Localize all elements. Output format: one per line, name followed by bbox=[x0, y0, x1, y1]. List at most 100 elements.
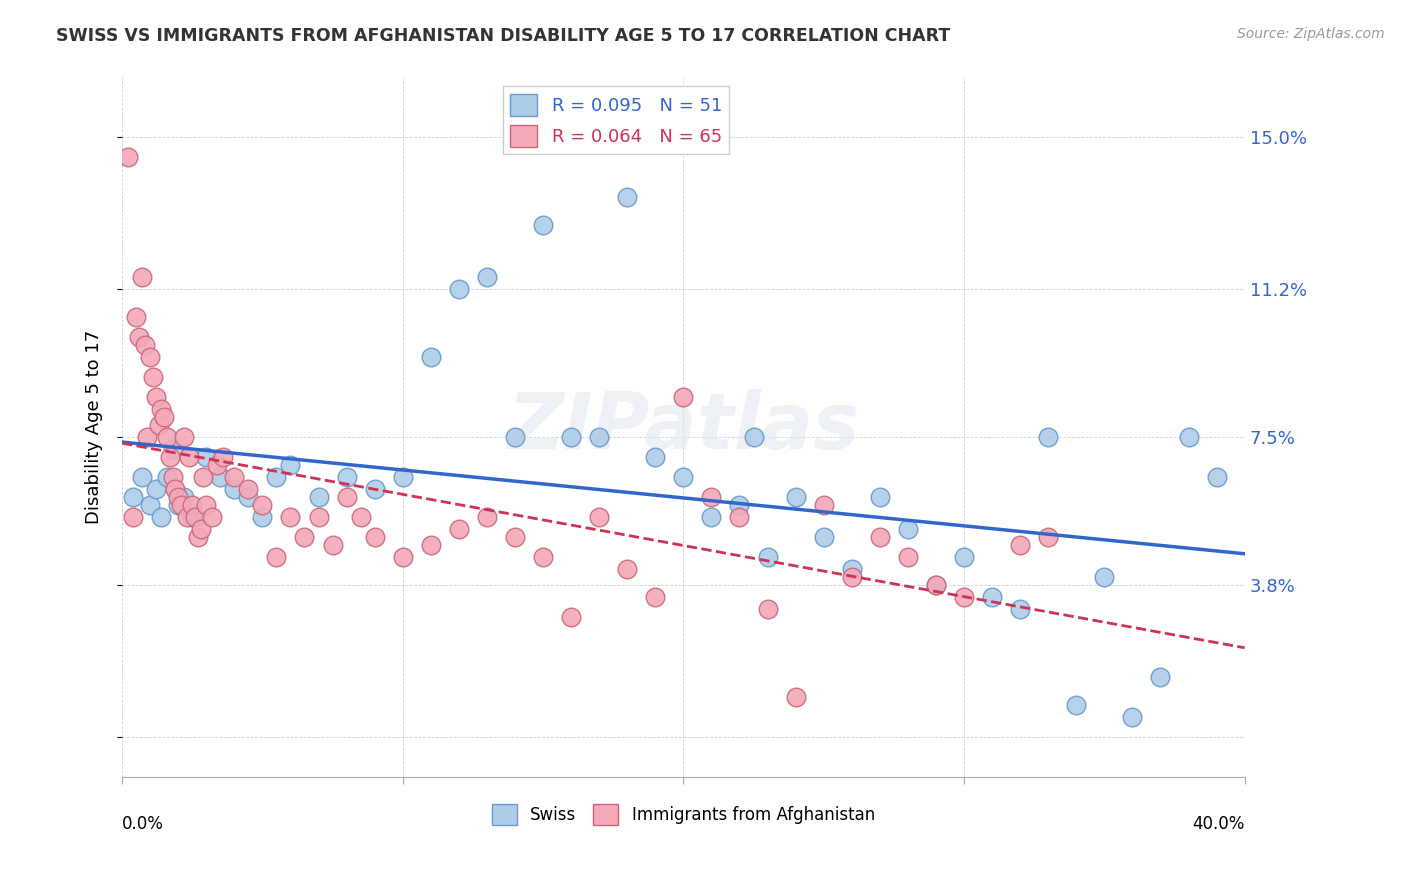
Point bbox=[1205, 470, 1227, 484]
Point bbox=[335, 490, 357, 504]
Point bbox=[419, 350, 441, 364]
Point bbox=[363, 530, 385, 544]
Point bbox=[139, 498, 162, 512]
Point bbox=[756, 549, 779, 564]
Point bbox=[167, 490, 190, 504]
Point bbox=[207, 458, 229, 472]
Point bbox=[447, 522, 470, 536]
Point bbox=[1064, 698, 1087, 712]
Point bbox=[156, 470, 179, 484]
Point bbox=[308, 490, 330, 504]
Y-axis label: Disability Age 5 to 17: Disability Age 5 to 17 bbox=[86, 330, 103, 524]
Point bbox=[503, 530, 526, 544]
Point bbox=[176, 510, 198, 524]
Point bbox=[150, 402, 173, 417]
Point bbox=[728, 510, 751, 524]
Point bbox=[475, 270, 498, 285]
Point bbox=[1010, 602, 1032, 616]
Point bbox=[644, 590, 666, 604]
Point bbox=[531, 219, 554, 233]
Point bbox=[266, 470, 288, 484]
Point bbox=[159, 450, 181, 464]
Point bbox=[150, 510, 173, 524]
Point bbox=[195, 450, 218, 464]
Point bbox=[162, 470, 184, 484]
Point bbox=[1177, 430, 1199, 444]
Point bbox=[981, 590, 1004, 604]
Point bbox=[153, 410, 176, 425]
Point bbox=[742, 430, 765, 444]
Point bbox=[252, 510, 274, 524]
Point bbox=[209, 470, 232, 484]
Point bbox=[869, 490, 891, 504]
Point bbox=[322, 538, 344, 552]
Point bbox=[1010, 538, 1032, 552]
Point bbox=[953, 549, 976, 564]
Text: 40.0%: 40.0% bbox=[1192, 815, 1244, 833]
Point bbox=[925, 578, 948, 592]
Point bbox=[616, 190, 638, 204]
Point bbox=[142, 370, 165, 384]
Point bbox=[173, 430, 195, 444]
Point bbox=[139, 350, 162, 364]
Point bbox=[1038, 530, 1060, 544]
Point bbox=[170, 498, 193, 512]
Point bbox=[841, 570, 863, 584]
Point bbox=[280, 510, 302, 524]
Point bbox=[224, 470, 246, 484]
Point bbox=[224, 482, 246, 496]
Point bbox=[953, 590, 976, 604]
Point bbox=[122, 510, 145, 524]
Point bbox=[179, 450, 201, 464]
Point bbox=[212, 450, 235, 464]
Point bbox=[475, 510, 498, 524]
Point bbox=[335, 470, 357, 484]
Point bbox=[560, 609, 582, 624]
Point bbox=[165, 482, 187, 496]
Point bbox=[238, 482, 260, 496]
Point bbox=[122, 490, 145, 504]
Point bbox=[672, 470, 695, 484]
Point bbox=[181, 498, 204, 512]
Point bbox=[190, 522, 212, 536]
Point bbox=[308, 510, 330, 524]
Point bbox=[117, 150, 139, 164]
Point bbox=[173, 490, 195, 504]
Point bbox=[447, 282, 470, 296]
Point bbox=[184, 510, 207, 524]
Point bbox=[925, 578, 948, 592]
Point bbox=[785, 690, 807, 704]
Point bbox=[145, 482, 167, 496]
Point bbox=[419, 538, 441, 552]
Point bbox=[700, 510, 723, 524]
Point bbox=[644, 450, 666, 464]
Point bbox=[181, 510, 204, 524]
Point bbox=[897, 549, 920, 564]
Point bbox=[280, 458, 302, 472]
Point bbox=[672, 390, 695, 404]
Point bbox=[187, 530, 209, 544]
Point bbox=[897, 522, 920, 536]
Point bbox=[560, 430, 582, 444]
Point bbox=[201, 510, 224, 524]
Point bbox=[131, 270, 153, 285]
Point bbox=[1092, 570, 1115, 584]
Point bbox=[162, 442, 184, 456]
Point bbox=[363, 482, 385, 496]
Legend: Swiss, Immigrants from Afghanistan: Swiss, Immigrants from Afghanistan bbox=[485, 797, 882, 831]
Text: ZIPatlas: ZIPatlas bbox=[508, 389, 859, 465]
Point bbox=[391, 470, 413, 484]
Point bbox=[134, 338, 156, 352]
Point bbox=[785, 490, 807, 504]
Text: Source: ZipAtlas.com: Source: ZipAtlas.com bbox=[1237, 27, 1385, 41]
Point bbox=[869, 530, 891, 544]
Point bbox=[131, 470, 153, 484]
Point bbox=[391, 549, 413, 564]
Point bbox=[813, 498, 835, 512]
Point bbox=[841, 562, 863, 576]
Point bbox=[128, 330, 150, 344]
Point bbox=[125, 310, 148, 325]
Point bbox=[193, 470, 215, 484]
Point bbox=[1121, 709, 1143, 723]
Point bbox=[136, 430, 159, 444]
